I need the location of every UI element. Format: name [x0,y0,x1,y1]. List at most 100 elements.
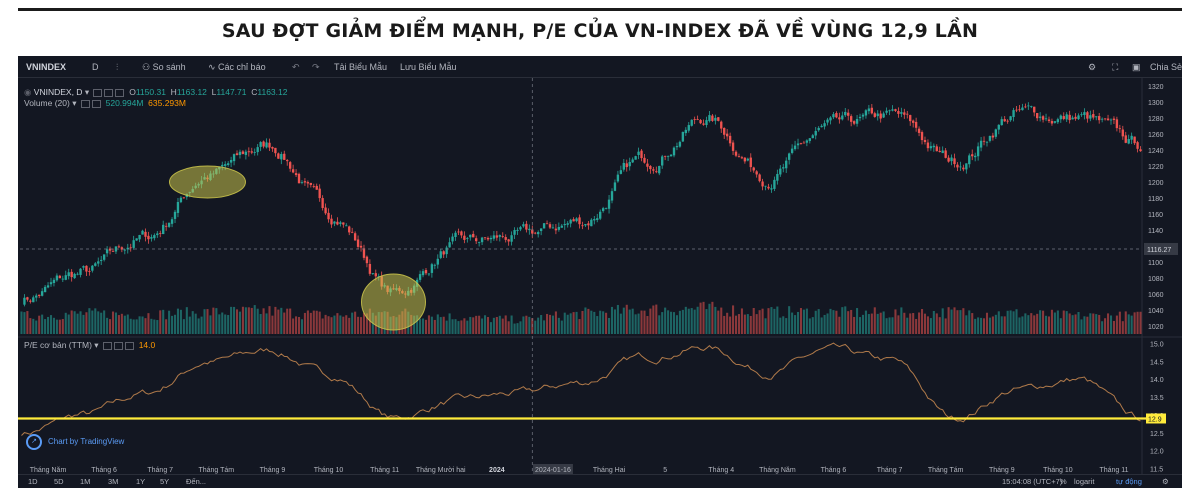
candle-body [1050,121,1054,124]
x-tick-label: Tháng 11 [1099,467,1128,474]
indicators-button[interactable]: ∿ Các chỉ báo [208,62,266,72]
redo-icon[interactable]: ↷ [312,62,320,72]
candle-body [1071,117,1074,120]
candle-body [743,157,747,162]
volume-bar [1101,321,1104,334]
camera-icon[interactable]: ▣ [1132,62,1141,72]
volume-settings-icon[interactable] [91,99,101,108]
volume-bar [362,312,366,334]
volume-bar [1139,311,1142,334]
volume-bar [941,308,944,334]
candle-body [167,222,171,227]
candle-body [752,167,755,171]
candle-body [675,146,679,148]
range-custom-button[interactable]: Đến... [186,477,207,486]
candle-body [681,131,685,142]
candle-body [315,185,318,190]
load-template-button[interactable]: Tải Biểu Mẫu [334,62,388,72]
log-toggle[interactable]: logarit [1074,477,1095,486]
volume-bar [194,313,197,334]
pe-dropdown-icon[interactable]: ▾ [94,340,99,350]
candle-body [731,142,735,151]
pe-close-icon[interactable] [124,341,134,350]
candle-body [336,221,339,225]
volume-bar [1062,310,1065,334]
candle-body [300,182,304,183]
fullscreen-icon[interactable]: ⛶ [1112,62,1119,72]
volume-dropdown-icon[interactable]: ▾ [72,98,77,108]
candle-body [669,154,673,157]
candle-body [749,157,752,168]
pe-settings-icon[interactable] [113,341,123,350]
range-1m-button[interactable]: 1M [80,477,91,486]
volume-bar [70,310,73,334]
candle-body [1080,114,1083,116]
range-3m-button[interactable]: 3M [108,477,119,486]
volume-bar [974,318,977,334]
range-5d-button[interactable]: 5D [54,477,64,486]
candle-body [179,197,183,203]
range-1y-button[interactable]: 1Y [136,477,146,486]
candle-body [979,140,983,148]
volume-bar [717,310,720,334]
candle-body [802,142,806,144]
volume-bar [761,308,764,334]
range-1d-button[interactable]: 1D [28,477,38,486]
save-template-button[interactable]: Lưu Biểu Mẫu [400,62,457,72]
candle-body [796,143,800,146]
clock[interactable]: 15:04:08 (UTC+7) [1002,477,1063,486]
candle-body [911,120,915,123]
volume-bar [1086,316,1089,334]
volume-eye-icon[interactable] [80,99,90,108]
candle-body [504,237,507,240]
volume-bar [47,316,50,334]
interval-button[interactable]: D [92,62,99,72]
legend-eye-icon[interactable] [93,88,103,97]
volume-bar [147,313,150,334]
volume-bar [912,313,915,334]
candle-body [805,140,809,143]
share-button[interactable]: Chia Sẻ [1150,62,1183,72]
pe-tick-label: 13.5 [1150,395,1164,402]
candle-style-icon[interactable]: ⫶ [116,62,119,72]
candle-body [498,235,501,237]
candle-body [359,245,363,248]
candle-body [619,170,623,174]
candle-body [973,155,977,158]
undo-icon[interactable]: ↶ [292,62,300,72]
candle-body [513,230,516,235]
tradingview-logo[interactable]: ↗ Chart by TradingView [26,434,124,450]
volume-bar [776,306,779,334]
candle-body [953,158,956,165]
range-5y-button[interactable]: 5Y [160,477,170,486]
volume-legend: Volume (20) ▾ 520.994M 635.293M [24,98,186,109]
legend-settings-icon[interactable] [104,88,114,97]
candle-body [1106,118,1110,121]
legend-high-value: 1163.12 [176,87,207,97]
candle-body [519,227,522,230]
candle-body [820,125,823,128]
price-tick-label: 1260 [1148,132,1164,139]
legend-close-icon[interactable] [115,88,125,97]
volume-bar [879,312,882,334]
volume-bar [135,319,138,334]
volume-bar [64,312,67,334]
volume-bar [746,314,749,334]
volume-bar [997,311,1000,334]
pe-eye-icon[interactable] [102,341,112,350]
symbol-button[interactable]: VNINDEX [26,62,67,72]
percent-toggle[interactable]: % [1060,477,1067,486]
volume-bar [1000,316,1003,334]
candle-body [342,222,345,225]
candle-body [903,112,906,115]
candle-body [832,114,835,118]
legend-dropdown-icon[interactable]: ▾ [84,87,90,97]
settings-gear-icon[interactable]: ⚙ [1088,62,1097,72]
candle-body [58,275,62,279]
candle-body [808,138,812,141]
compare-button[interactable]: ⚇ So sánh [142,62,186,72]
volume-bar [94,308,97,334]
candle-body [274,147,277,154]
bottom-settings-icon[interactable]: ⚙ [1162,477,1169,486]
auto-toggle[interactable]: tự động [1116,477,1142,486]
